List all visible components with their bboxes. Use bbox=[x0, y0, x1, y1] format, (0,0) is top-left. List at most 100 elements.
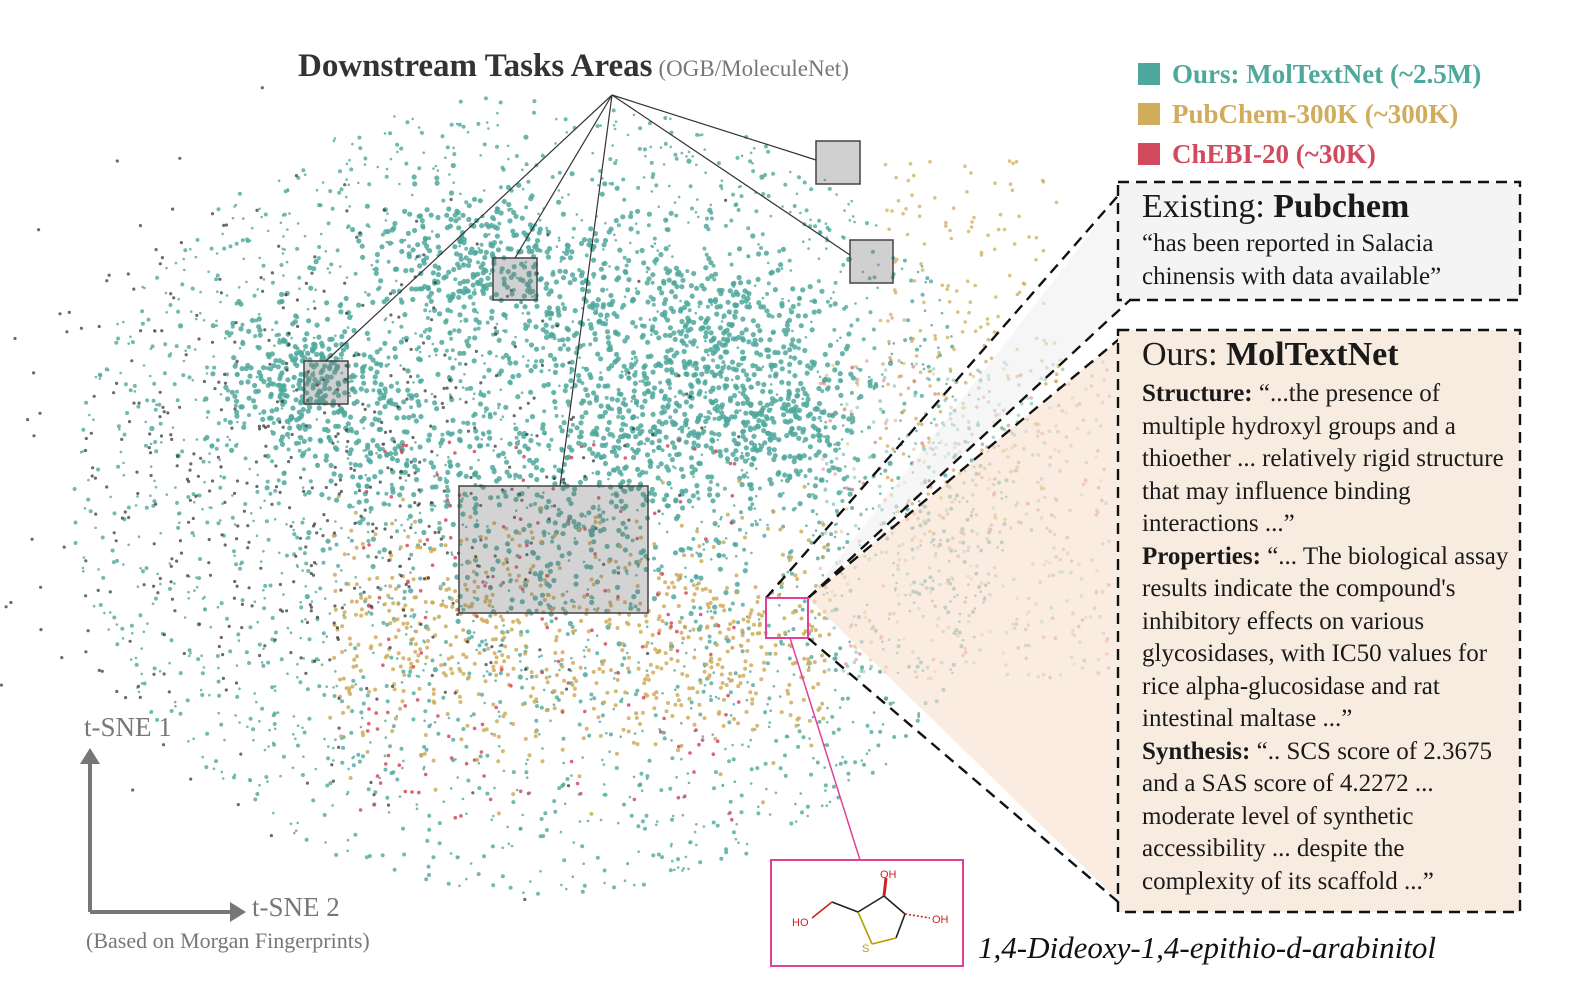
scatter-point bbox=[540, 654, 543, 657]
scatter-point bbox=[892, 342, 896, 345]
scatter-point bbox=[763, 761, 768, 766]
scatter-point bbox=[696, 460, 702, 466]
scatter-point bbox=[688, 326, 694, 332]
scatter-point bbox=[515, 394, 521, 400]
scatter-point bbox=[703, 586, 708, 591]
scatter-point bbox=[215, 438, 220, 443]
scatter-point bbox=[379, 244, 385, 250]
scatter-point bbox=[81, 450, 85, 453]
scatter-point bbox=[734, 554, 738, 558]
scatter-point bbox=[766, 312, 772, 318]
scatter-point bbox=[323, 457, 329, 463]
scatter-point bbox=[743, 394, 749, 400]
scatter-point bbox=[522, 304, 528, 310]
scatter-point bbox=[546, 498, 552, 504]
scatter-point bbox=[409, 552, 414, 557]
scatter-point bbox=[409, 661, 414, 666]
scatter-point bbox=[837, 371, 843, 377]
scatter-point bbox=[133, 390, 137, 393]
scatter-point bbox=[560, 337, 566, 343]
scatter-point bbox=[291, 384, 295, 389]
scatter-point bbox=[273, 358, 279, 364]
scatter-point bbox=[322, 381, 328, 387]
scatter-point bbox=[476, 260, 480, 265]
scatter-point bbox=[696, 215, 700, 219]
scatter-point bbox=[611, 108, 616, 113]
scatter-point bbox=[851, 720, 855, 724]
scatter-point bbox=[354, 399, 360, 405]
scatter-point bbox=[658, 388, 664, 394]
scatter-point bbox=[746, 339, 752, 345]
scatter-point bbox=[265, 453, 271, 459]
scatter-point bbox=[716, 161, 721, 166]
scatter-point bbox=[230, 324, 235, 329]
scatter-point bbox=[381, 620, 386, 625]
scatter-point bbox=[807, 284, 813, 290]
scatter-point bbox=[433, 504, 437, 508]
scatter-point bbox=[296, 415, 302, 421]
scatter-point bbox=[209, 625, 213, 629]
scatter-point bbox=[560, 664, 565, 669]
scatter-point bbox=[745, 698, 749, 702]
scatter-point bbox=[192, 534, 196, 538]
scatter-point bbox=[366, 403, 371, 408]
scatter-point bbox=[221, 232, 224, 236]
scatter-point bbox=[513, 477, 516, 481]
scatter-point bbox=[709, 698, 713, 702]
scatter-point bbox=[602, 237, 609, 244]
scatter-point bbox=[616, 641, 622, 647]
scatter-point bbox=[724, 456, 731, 462]
scatter-point bbox=[485, 581, 488, 585]
scatter-point bbox=[510, 374, 516, 380]
scatter-point bbox=[608, 732, 613, 737]
scatter-point bbox=[597, 318, 603, 324]
scatter-point bbox=[328, 546, 332, 551]
scatter-point bbox=[560, 883, 563, 887]
scatter-point bbox=[834, 652, 838, 657]
scatter-point bbox=[367, 577, 372, 582]
scatter-point bbox=[574, 425, 580, 431]
scatter-point bbox=[695, 132, 699, 137]
scatter-point bbox=[173, 582, 176, 585]
scatter-point bbox=[807, 411, 814, 417]
scatter-point bbox=[658, 285, 662, 289]
scatter-point bbox=[483, 701, 487, 705]
scatter-point bbox=[192, 737, 195, 741]
scatter-point bbox=[740, 368, 747, 374]
scatter-point bbox=[764, 308, 770, 314]
scatter-point bbox=[801, 426, 807, 432]
scatter-point bbox=[129, 623, 134, 628]
scatter-point bbox=[322, 385, 328, 392]
scatter-point bbox=[325, 418, 331, 424]
scatter-point bbox=[151, 602, 155, 605]
scatter-point bbox=[824, 438, 830, 444]
scatter-point bbox=[708, 388, 714, 394]
scatter-point bbox=[546, 443, 552, 449]
scatter-point bbox=[457, 438, 463, 444]
scatter-point bbox=[472, 397, 475, 401]
scatter-point bbox=[231, 355, 237, 361]
scatter-point bbox=[674, 284, 680, 290]
scatter-point bbox=[481, 728, 486, 733]
scatter-point bbox=[798, 323, 804, 329]
scatter-point bbox=[400, 523, 403, 527]
scatter-point bbox=[446, 656, 451, 661]
scatter-point bbox=[664, 621, 669, 626]
scatter-point bbox=[769, 269, 775, 275]
scatter-point bbox=[771, 509, 776, 514]
scatter-point bbox=[304, 390, 310, 396]
scatter-point bbox=[605, 288, 609, 291]
scatter-point bbox=[340, 699, 344, 704]
scatter-point bbox=[353, 490, 358, 495]
scatter-point bbox=[902, 401, 907, 406]
scatter-point bbox=[295, 315, 300, 320]
scatter-point bbox=[653, 569, 656, 572]
scatter-point bbox=[704, 171, 707, 174]
scatter-point bbox=[553, 651, 558, 655]
scatter-point bbox=[616, 223, 621, 228]
scatter-point bbox=[448, 666, 453, 671]
scatter-point bbox=[457, 122, 462, 127]
scatter-point bbox=[727, 252, 732, 257]
scatter-point bbox=[650, 190, 654, 193]
scatter-point bbox=[808, 737, 811, 740]
